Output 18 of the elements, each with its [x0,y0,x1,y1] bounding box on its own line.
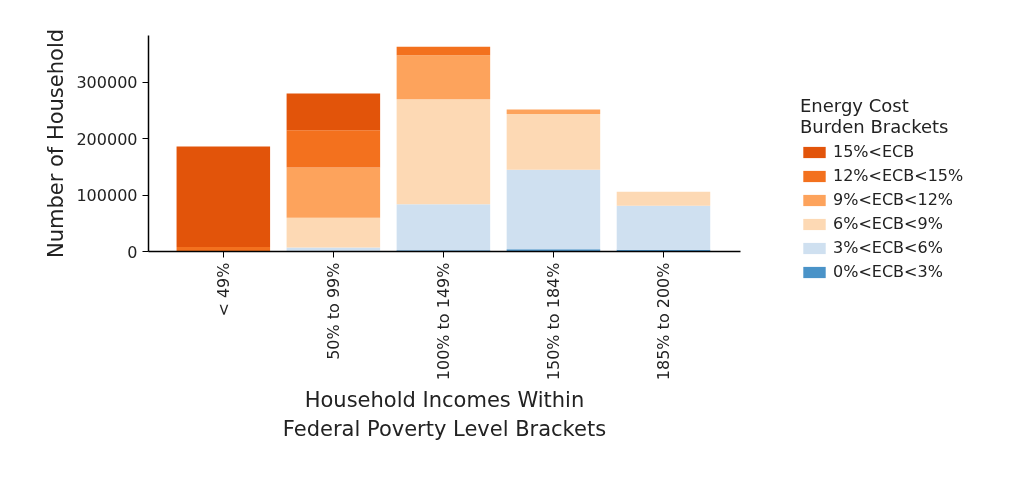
legend-label: 6%<ECB<9% [833,214,943,233]
y-axis-title: Number of Household [44,28,69,259]
legend-label: 12%<ECB<15% [833,166,964,185]
x-tick-label: 100% to 149% [433,262,453,381]
legend-title: Energy Cost Burden Brackets [800,95,950,137]
y-tick-label: 300000 [76,73,138,93]
x-tick-label: 50% to 99% [323,262,343,360]
x-tick-label: 150% to 184% [543,262,563,381]
x-axis-title: Household Incomes Within Federal Poverty Level Brackets [282,388,607,442]
legend-label: 0%<ECB<3% [833,262,943,281]
legend-label: 9%<ECB<12% [833,190,954,209]
y-tick-label: 200000 [76,129,138,149]
x-tick-label: 185% to 200% [653,262,673,381]
y-tick-label: 0 [127,242,138,262]
x-tick-label: < 49% [213,262,233,317]
legend-label: 15%<ECB [833,142,915,161]
y-tick-label: 100000 [76,186,138,206]
legend-label: 3%<ECB<6% [833,238,943,257]
